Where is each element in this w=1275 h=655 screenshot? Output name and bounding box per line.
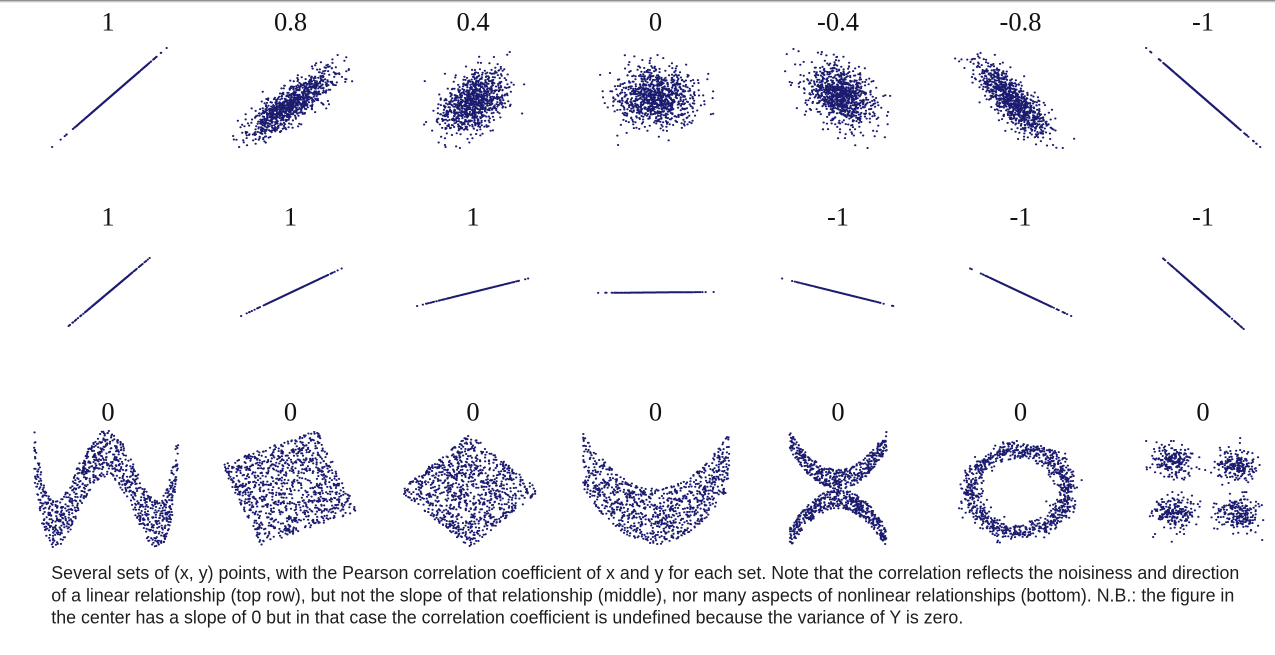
svg-text:0: 0 (1196, 396, 1209, 426)
svg-text:-1: -1 (1192, 7, 1214, 37)
svg-text:0: 0 (649, 7, 662, 37)
svg-text:0: 0 (649, 396, 662, 426)
svg-text:1: 1 (101, 7, 114, 37)
svg-text:1: 1 (284, 202, 297, 232)
svg-text:-1: -1 (1009, 202, 1031, 232)
svg-text:-0.4: -0.4 (817, 7, 859, 37)
svg-text:1: 1 (466, 202, 479, 232)
svg-text:Several sets of (x, y) points,: Several sets of (x, y) points, with the … (51, 563, 1239, 583)
svg-text:-1: -1 (1192, 202, 1214, 232)
svg-text:the center has a slope of 0 bu: the center has a slope of 0 but in that … (51, 608, 963, 628)
svg-text:of a linear relationship (top: of a linear relationship (top row), but … (51, 585, 1234, 605)
svg-text:1: 1 (101, 202, 114, 232)
svg-text:0: 0 (284, 396, 297, 426)
svg-text:0: 0 (1014, 396, 1027, 426)
svg-text:0: 0 (831, 396, 844, 426)
svg-text:-1: -1 (827, 202, 849, 232)
svg-text:0: 0 (101, 396, 114, 426)
svg-text:0: 0 (466, 396, 479, 426)
svg-text:0.8: 0.8 (274, 7, 307, 37)
svg-text:-0.8: -0.8 (1000, 7, 1042, 37)
svg-text:0.4: 0.4 (456, 7, 489, 37)
